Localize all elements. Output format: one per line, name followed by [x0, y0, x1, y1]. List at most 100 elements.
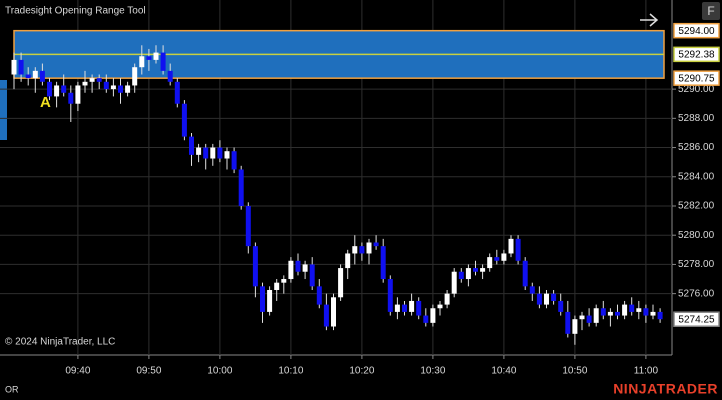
range-mid-label-box — [673, 46, 720, 63]
candle-body — [473, 268, 478, 272]
annotation: A — [40, 94, 51, 111]
candle-body — [68, 92, 74, 104]
labels: 5276.00 5278.00 5280.00 5282.00 5284.00 5286.… — [65, 22, 720, 377]
candle-body — [217, 147, 223, 159]
scroll-indicator — [0, 80, 7, 140]
candle-body — [480, 268, 486, 272]
candle-body — [508, 238, 514, 254]
candle-body — [636, 308, 642, 312]
x-tick-label: 09:50 — [136, 366, 161, 377]
range-high-label-box — [673, 22, 720, 39]
range-low-label: 5290.75 — [678, 73, 715, 84]
candle-body — [437, 304, 443, 309]
brand-logo: NINJATRADER — [613, 381, 718, 397]
candle-body — [359, 246, 365, 254]
candle-body — [323, 304, 329, 327]
candle-body — [82, 81, 88, 86]
candle-body — [402, 304, 407, 312]
candle-body — [558, 300, 564, 312]
candle-body — [160, 52, 166, 71]
candle-body — [132, 67, 138, 86]
y-tick-label: 5290.00 — [678, 84, 715, 95]
candle-body — [345, 253, 351, 269]
candle-body — [281, 279, 287, 283]
range-low-label-box — [673, 70, 720, 86]
candle-body — [600, 308, 606, 316]
candle-body — [551, 293, 557, 301]
candle-body — [238, 169, 244, 206]
candle-body — [260, 286, 265, 312]
candle-body — [39, 70, 45, 82]
candle-body — [593, 308, 599, 323]
candle-body — [47, 81, 52, 97]
y-tick-label: 5280.00 — [678, 230, 715, 241]
candle-body — [394, 304, 400, 312]
chart-title: Tradesight Opening Range Tool — [5, 6, 146, 17]
copyright: © 2024 NinjaTrader, LLC — [5, 337, 115, 348]
button-bg[interactable] — [702, 2, 720, 20]
grid — [0, 0, 676, 359]
x-tick-label: 10:10 — [278, 366, 303, 377]
candle-body — [409, 300, 415, 312]
candle-body — [515, 238, 521, 261]
y-tick-label: 5284.00 — [678, 171, 715, 182]
candle-body — [423, 315, 429, 323]
candle-body — [607, 311, 613, 316]
candle-body — [458, 271, 464, 280]
candle-body — [465, 268, 471, 280]
y-tick-label: 5286.00 — [678, 142, 715, 153]
candle-body — [451, 271, 457, 294]
candle-body — [316, 286, 322, 305]
candle-body — [487, 257, 493, 269]
candle-body — [267, 289, 273, 312]
y-tick-label: 5288.00 — [678, 113, 715, 124]
button[interactable]: F — [707, 4, 714, 18]
candle-body — [288, 260, 294, 280]
candle-body — [89, 78, 95, 82]
candle-body — [189, 136, 194, 155]
candle-body — [252, 246, 258, 287]
candle-body — [366, 242, 372, 254]
last-price-label: 5274.25 — [678, 314, 715, 325]
candle-body — [657, 311, 663, 320]
candle-body — [572, 319, 578, 334]
candle-body — [125, 85, 131, 93]
candle-body — [444, 293, 450, 305]
candle-body — [139, 56, 145, 68]
x-tick-label: 09:40 — [65, 366, 90, 377]
candle-body — [54, 85, 60, 97]
arrow-icon[interactable] — [640, 13, 659, 27]
candle-body — [579, 315, 585, 320]
candle-body — [615, 311, 620, 316]
y-tick-label: 5278.00 — [678, 259, 715, 270]
candle-body — [501, 253, 507, 261]
x-tick-label: 10:30 — [420, 366, 445, 377]
candle-body — [380, 246, 386, 280]
candle-body — [416, 300, 422, 316]
candle-body — [536, 293, 542, 305]
candle-body — [61, 85, 67, 93]
candle-body — [331, 297, 336, 327]
y-tick-label: 5282.00 — [678, 201, 715, 212]
candle-body — [75, 85, 81, 104]
candle-body — [373, 242, 379, 247]
x-tick-label: 10:40 — [491, 366, 516, 377]
candle-body — [167, 70, 173, 82]
candle-body — [494, 257, 500, 261]
footer-label: OR — [5, 384, 19, 394]
candle-body — [196, 147, 202, 155]
range-high-label: 5294.00 — [678, 26, 715, 37]
candle-body — [586, 315, 592, 323]
candle-body — [146, 56, 152, 60]
candle-body — [32, 70, 38, 79]
candle-body — [352, 246, 358, 254]
candle-body — [529, 286, 535, 294]
candle-body — [295, 260, 301, 272]
x-tick-label: 11:00 — [634, 366, 659, 377]
marks — [11, 29, 665, 345]
candle-body — [118, 85, 123, 93]
candle-body — [25, 74, 31, 79]
candle-body — [430, 308, 436, 323]
last-price-label-box — [673, 311, 720, 327]
